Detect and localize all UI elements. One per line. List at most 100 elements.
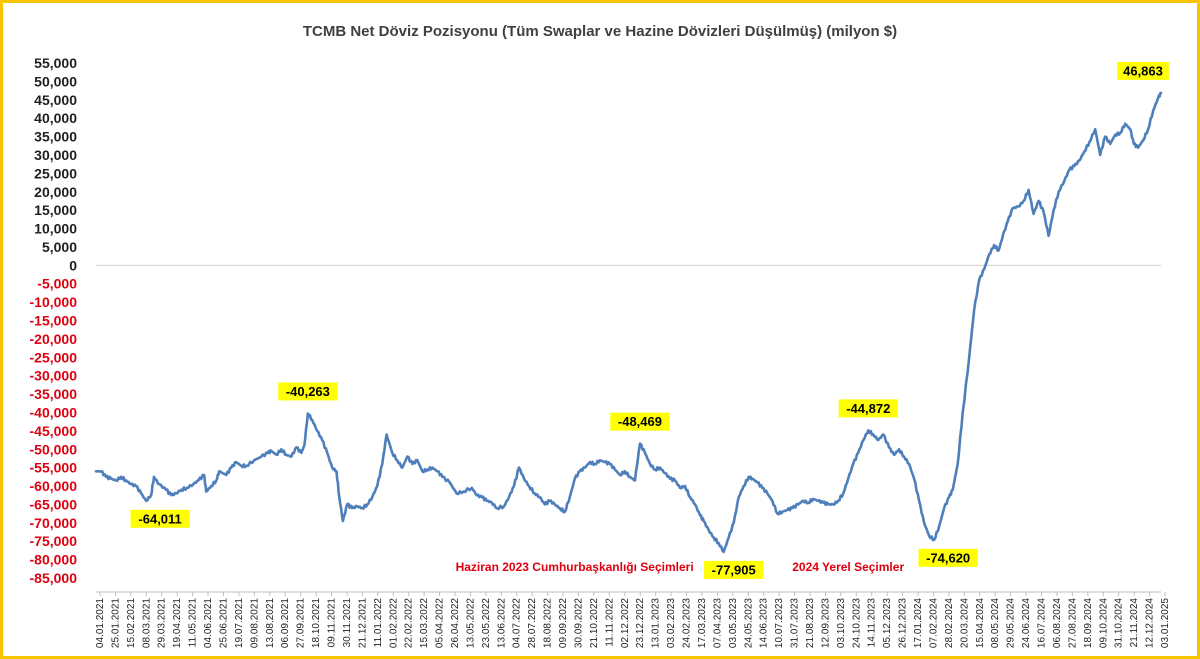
y-tick-label: -50,000 xyxy=(30,441,78,457)
y-tick-label: -75,000 xyxy=(30,533,78,549)
y-tick-label: -45,000 xyxy=(30,423,78,439)
event-annotation: Haziran 2023 Cumhurbaşkanlığı Seçimleri xyxy=(456,560,694,574)
y-tick-label: -55,000 xyxy=(30,460,78,476)
x-tick-label: 24.06.2024 xyxy=(1021,598,1032,648)
x-tick-label: 18.10.2021 xyxy=(311,598,322,648)
x-tick-label: 13.08.2021 xyxy=(265,598,276,648)
x-tick-label: 30.09.2022 xyxy=(573,598,584,648)
data-labels: -64,011 -40,263 -48,469 -77,905 -44,872 -74,6… xyxy=(130,61,1169,579)
x-tick-label: 21.11.2024 xyxy=(1129,598,1140,648)
data-label-text: -48,469 xyxy=(618,414,662,429)
x-tick-label: 11.01.2022 xyxy=(373,598,384,648)
x-tick-label: 06.09.2021 xyxy=(280,598,291,648)
x-tick-label: 05.12.2023 xyxy=(882,598,893,648)
x-axis: 04.01.2021 25.01.2021 15.02.2021 08.03.2021… xyxy=(95,591,1171,648)
x-tick-label: 09.10.2024 xyxy=(1098,598,1109,648)
x-tick-label: 15.03.2022 xyxy=(419,598,430,648)
x-tick-label: 27.09.2021 xyxy=(296,598,307,648)
x-tick-label: 27.08.2024 xyxy=(1067,598,1078,648)
y-tick-label: -5,000 xyxy=(37,276,77,292)
x-tick-label: 24.02.2023 xyxy=(682,598,693,648)
x-tick-label: 17.01.2024 xyxy=(913,598,924,648)
x-tick-label: 11.05.2021 xyxy=(188,598,199,648)
event-annotation: 2024 Yerel Seçimler xyxy=(792,560,904,574)
x-tick-label: 25.01.2021 xyxy=(110,598,121,648)
y-tick-label: -65,000 xyxy=(30,496,78,512)
x-tick-label: 21.10.2022 xyxy=(589,598,600,648)
x-tick-label: 23.12.2022 xyxy=(635,598,646,648)
data-label: -40,263 xyxy=(278,382,338,401)
x-tick-label: 04.01.2021 xyxy=(95,598,106,648)
x-tick-label: 30.11.2021 xyxy=(342,598,353,648)
x-tick-label: 04.06.2021 xyxy=(203,598,214,648)
data-label-text: -64,011 xyxy=(138,511,181,526)
x-tick-label: 04.07.2022 xyxy=(512,598,523,648)
x-tick-label: 23.05.2022 xyxy=(481,598,492,648)
y-tick-label: 55,000 xyxy=(34,55,77,71)
data-label-bg xyxy=(704,560,764,579)
x-tick-label: 14.11.2023 xyxy=(867,598,878,648)
data-label: -77,905 xyxy=(704,560,764,579)
y-tick-label: -20,000 xyxy=(30,331,78,347)
y-tick-label: 45,000 xyxy=(34,92,77,108)
x-tick-label: 21.08.2023 xyxy=(805,598,816,648)
x-tick-label: 19.04.2021 xyxy=(172,598,183,648)
y-tick-label: -40,000 xyxy=(30,404,78,420)
x-tick-label: 26.12.2023 xyxy=(898,598,909,648)
y-tick-label: -85,000 xyxy=(30,570,78,586)
x-tick-label: 16.07.2024 xyxy=(1037,598,1048,648)
y-tick-label: -10,000 xyxy=(30,294,78,310)
y-tick-label: 35,000 xyxy=(34,129,77,145)
x-tick-label: 22.02.2022 xyxy=(404,598,415,648)
y-tick-label: -30,000 xyxy=(30,368,78,384)
y-tick-label: 5,000 xyxy=(42,239,77,255)
x-tick-label: 18.09.2024 xyxy=(1083,598,1094,648)
x-tick-label: 09.08.2021 xyxy=(249,598,260,648)
data-label-bg xyxy=(610,412,670,431)
data-label: -64,011 xyxy=(130,509,190,528)
data-label: 46,863 xyxy=(1117,61,1169,80)
x-tick-label: 15.04.2024 xyxy=(975,598,986,648)
x-tick-label: 29.03.2021 xyxy=(157,598,168,648)
y-tick-label: 0 xyxy=(69,257,77,273)
x-tick-label: 13.01.2023 xyxy=(651,598,662,648)
y-tick-label: 20,000 xyxy=(34,184,77,200)
y-tick-label: 15,000 xyxy=(34,202,77,218)
x-tick-label: 18.08.2022 xyxy=(543,598,554,648)
x-tick-label: 08.05.2024 xyxy=(990,598,1001,648)
x-tick-label: 12.09.2023 xyxy=(820,598,831,648)
y-tick-label: 25,000 xyxy=(34,165,77,181)
x-tick-label: 31.10.2024 xyxy=(1114,598,1125,648)
data-label-text: 46,863 xyxy=(1123,63,1163,78)
data-label-text: -74,620 xyxy=(926,550,970,565)
x-tick-label: 03.01.2025 xyxy=(1160,598,1171,648)
x-tick-label: 07.04.2023 xyxy=(712,598,723,648)
x-tick-label: 08.03.2021 xyxy=(141,598,152,648)
data-label-text: -77,905 xyxy=(712,562,756,577)
y-tick-label: 40,000 xyxy=(34,110,77,126)
x-tick-label: 03.05.2023 xyxy=(728,598,739,648)
data-label: -74,620 xyxy=(918,548,978,567)
x-tick-label: 05.04.2022 xyxy=(435,598,446,648)
x-tick-label: 24.10.2023 xyxy=(851,598,862,648)
x-tick-label: 09.11.2021 xyxy=(327,598,338,648)
x-tick-label: 29.05.2024 xyxy=(1006,598,1017,648)
series-line xyxy=(94,91,1163,554)
data-label-bg xyxy=(838,399,898,418)
data-label-bg xyxy=(1117,61,1169,80)
x-tick-label: 21.12.2021 xyxy=(357,598,368,648)
y-tick-label: -60,000 xyxy=(30,478,78,494)
data-label-bg xyxy=(130,509,190,528)
y-tick-label: -80,000 xyxy=(30,552,78,568)
x-tick-label: 03.02.2023 xyxy=(666,598,677,648)
x-tick-label: 02.12.2022 xyxy=(620,598,631,648)
data-label: -44,872 xyxy=(838,399,898,418)
x-tick-label: 14.06.2023 xyxy=(759,598,770,648)
series-layer xyxy=(94,91,1163,554)
line-chart: TCMB Net Döviz Pozisyonu (Tüm Swaplar ve… xyxy=(30,23,1171,648)
data-label-text: -44,872 xyxy=(846,401,890,416)
x-tick-label: 13.05.2022 xyxy=(465,598,476,648)
data-label-bg xyxy=(918,548,978,567)
x-tick-label: 25.06.2021 xyxy=(218,598,229,648)
